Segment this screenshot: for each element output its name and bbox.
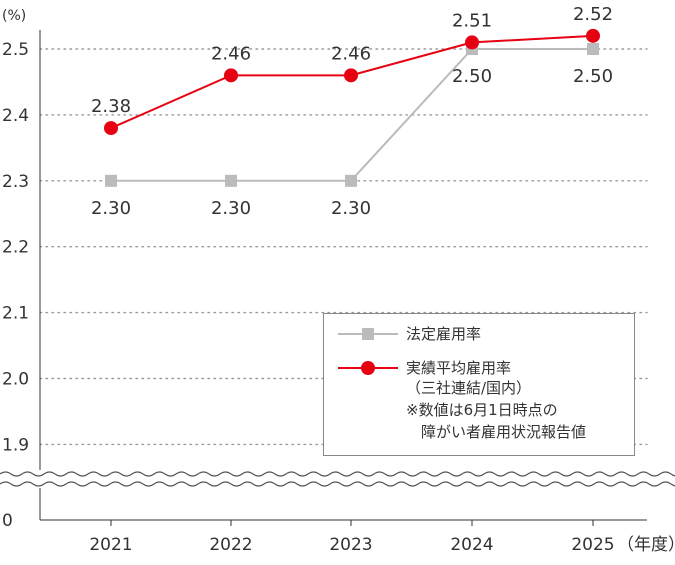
data-point-statutory xyxy=(587,43,599,55)
legend-note-source: 障がい者雇用状況報告値 xyxy=(406,423,587,441)
data-label-actual: 2.38 xyxy=(91,96,131,117)
x-tick-label: 2023 xyxy=(329,535,372,555)
data-label-statutory: 2.30 xyxy=(211,198,251,219)
data-label-statutory: 2.50 xyxy=(452,66,492,87)
data-label-statutory: 2.50 xyxy=(573,66,613,87)
y-tick-label: 2.5 xyxy=(2,40,29,60)
y-tick-label: 1.9 xyxy=(2,435,29,455)
x-tick-label: 2024 xyxy=(450,535,493,555)
data-point-actual xyxy=(224,68,238,83)
data-point-actual xyxy=(344,68,358,83)
data-point-statutory xyxy=(345,174,357,187)
series-group: 2.30 2.30 2.30 2.50 2.50 2.38 2.46 2.46 2.51 2.52 xyxy=(91,4,613,219)
y-tick-label: 2.1 xyxy=(2,304,29,324)
legend-note-scope: （三社連結/国内） xyxy=(406,379,532,397)
y-tick-labels: 0 1.9 2.0 2.1 2.2 2.3 2.4 2.5 xyxy=(2,40,29,531)
x-axis-unit-label: （年度） xyxy=(617,535,675,555)
data-label-actual: 2.46 xyxy=(331,43,371,64)
y-tick-label: 2.3 xyxy=(2,172,29,192)
y-tick-label: 2.2 xyxy=(2,238,29,258)
x-tick-label: 2022 xyxy=(209,535,252,555)
y-tick-label: 0 xyxy=(2,511,13,531)
legend-note-date: ※数値は6月1日時点の xyxy=(406,401,558,419)
y-tick-label: 2.0 xyxy=(2,370,29,390)
legend-swatch-statutory xyxy=(338,328,398,340)
data-label-statutory: 2.30 xyxy=(331,198,371,219)
legend-label-statutory: 法定雇用率 xyxy=(406,325,482,343)
x-tick-labels: 2021 2022 2023 2024 2025 xyxy=(89,535,614,555)
data-point-actual xyxy=(104,121,118,136)
data-label-actual: 2.51 xyxy=(452,10,492,31)
x-tick-label: 2025 xyxy=(571,535,614,555)
data-label-actual: 2.52 xyxy=(573,4,613,25)
axis-break-line xyxy=(0,481,675,487)
data-label-actual: 2.46 xyxy=(211,43,251,64)
axes xyxy=(0,30,675,526)
data-point-statutory xyxy=(225,174,237,187)
data-point-actual xyxy=(465,35,479,50)
axis-break-line xyxy=(0,471,675,477)
y-axis-unit-label: (%) xyxy=(2,8,26,24)
x-tick-label: 2021 xyxy=(89,535,132,555)
y-tick-label: 2.4 xyxy=(2,106,29,126)
legend-label-actual: 実績平均雇用率 xyxy=(406,359,512,377)
legend-swatch-actual xyxy=(338,361,398,375)
legend: 法定雇用率 実績平均雇用率 （三社連結/国内） ※数値は6月1日時点の 障がい者… xyxy=(323,313,635,456)
data-point-actual xyxy=(586,28,600,43)
data-label-statutory: 2.30 xyxy=(91,198,131,219)
data-point-statutory xyxy=(105,174,117,187)
